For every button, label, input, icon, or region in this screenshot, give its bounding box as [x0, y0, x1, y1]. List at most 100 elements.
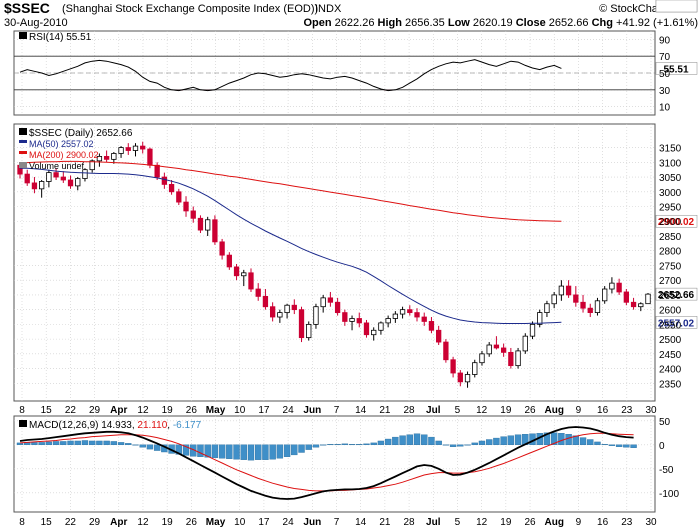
macd-histogram-bar — [377, 440, 385, 445]
x-tick-label-top: 12 — [137, 405, 149, 416]
macd-histogram-bar — [226, 444, 233, 459]
candlestick — [46, 169, 52, 188]
macd-legend-text: MACD(12,26,9) 14.933, 21.110, -6.177 — [29, 420, 202, 431]
candle-body — [176, 191, 182, 203]
macd-histogram-bar — [363, 443, 370, 445]
candlestick — [241, 269, 247, 287]
ma200-last-value-tag: 2900.02 — [655, 214, 698, 228]
macd-histogram-bar — [240, 444, 247, 460]
macd-histogram-bar — [146, 444, 154, 450]
macd-histogram-bar — [356, 444, 363, 446]
x-tick-label-bottom: 17 — [258, 517, 270, 528]
candle-body — [140, 145, 146, 150]
x-tick-label-bottom: 5 — [455, 517, 461, 528]
candle-body — [371, 329, 377, 336]
candle-body — [443, 341, 449, 361]
candle-body — [623, 291, 629, 303]
macd-tick-label: -100 — [659, 489, 679, 500]
x-tick-label-top: 15 — [41, 405, 53, 416]
candlestick — [645, 293, 651, 305]
candle-body — [565, 285, 572, 296]
candle-body — [414, 312, 420, 318]
candlestick — [140, 141, 146, 154]
macd-histogram-bar — [565, 434, 572, 445]
rsi-layer: 55.51 — [14, 55, 698, 92]
x-tick-label-bottom: 30 — [645, 517, 657, 528]
macd-histogram-bar — [464, 444, 471, 446]
index-name: (Shanghai Stock Exchange Composite Index… — [62, 3, 318, 15]
header-date: 30-Aug-2010 — [4, 17, 68, 29]
candle-body — [53, 172, 59, 178]
price-tick-label: 3000 — [659, 188, 682, 199]
candle-body — [248, 272, 254, 290]
macd-histogram-bar — [478, 440, 486, 445]
candle-body — [31, 182, 38, 190]
macd-histogram-bar — [543, 432, 551, 445]
candlestick — [558, 280, 565, 301]
x-tick-label-bottom: 28 — [404, 517, 416, 528]
candlestick — [508, 347, 514, 369]
candle-body — [154, 164, 160, 178]
candlestick — [111, 151, 117, 164]
candle-body — [277, 312, 283, 318]
ma50-last-value-tag: 2557.02 — [655, 316, 698, 329]
candle-body — [529, 323, 536, 337]
price-layer: 2900.02 2652.66 2557.02 — [17, 141, 698, 388]
macd-histogram-bar — [413, 433, 421, 446]
candle-body — [508, 351, 514, 367]
candlestick — [414, 308, 420, 322]
macd-legend: MACD(12,26,9) 14.933, 21.110, -6.177 — [19, 420, 202, 431]
candle-body — [421, 316, 427, 322]
macd-histogram-bar — [197, 444, 204, 457]
candle-body — [269, 306, 276, 318]
candlestick — [544, 300, 550, 318]
macd-histogram-bar — [623, 444, 630, 448]
candlestick — [428, 317, 435, 334]
x-tick-label-top: 5 — [455, 405, 461, 416]
candlestick — [190, 206, 196, 223]
x-tick-label-top: 21 — [379, 405, 391, 416]
candle-body — [602, 288, 608, 302]
candle-body — [580, 301, 586, 309]
x-tick-label-top: 22 — [65, 405, 77, 416]
price-tick-label: 2350 — [659, 379, 682, 390]
macd-histogram-bar — [255, 444, 262, 460]
rsi-last-value-tag-text: 55.51 — [663, 64, 688, 75]
macd-histogram-bar — [298, 444, 305, 453]
candlestick — [96, 153, 103, 167]
x-tick-label-top: 16 — [597, 405, 609, 416]
rsi-tick-label: 90 — [659, 35, 671, 46]
price-legend-text: $SSEC (Daily) 2652.66 — [29, 128, 133, 139]
candle-body — [457, 372, 463, 383]
candlestick — [573, 286, 579, 307]
price-tick-label: 2850 — [659, 232, 682, 243]
macd-histogram-bar — [507, 435, 515, 445]
macd-histogram-bar — [615, 444, 623, 447]
candlestick — [118, 146, 124, 158]
candlestick — [183, 196, 189, 217]
macd-histogram-bar — [630, 444, 637, 448]
candle-body — [522, 335, 528, 352]
ma200-last-value-tag-box — [655, 214, 698, 228]
rsi-legend-marker — [19, 32, 27, 39]
macd-histogram-bar — [471, 442, 478, 446]
candle-body — [284, 304, 290, 313]
candle-body — [609, 282, 615, 290]
candle-body — [594, 300, 601, 313]
candlestick — [24, 169, 30, 186]
x-tick-label-bottom: 9 — [576, 517, 582, 528]
macd-histogram-bar — [334, 444, 341, 446]
rsi-last-value-tag: 55.51 — [655, 62, 698, 75]
candlestick — [75, 177, 81, 191]
candlestick — [580, 294, 586, 313]
candlestick — [132, 143, 139, 157]
ma200-line — [19, 160, 562, 222]
candle-body — [450, 359, 456, 374]
candle-body — [320, 297, 326, 308]
candle-body — [638, 303, 644, 308]
candlestick — [82, 168, 88, 182]
macd-histogram-bar — [572, 435, 580, 445]
candlestick — [464, 371, 471, 388]
candlestick — [284, 303, 290, 319]
macd-histogram-bar — [442, 444, 450, 446]
